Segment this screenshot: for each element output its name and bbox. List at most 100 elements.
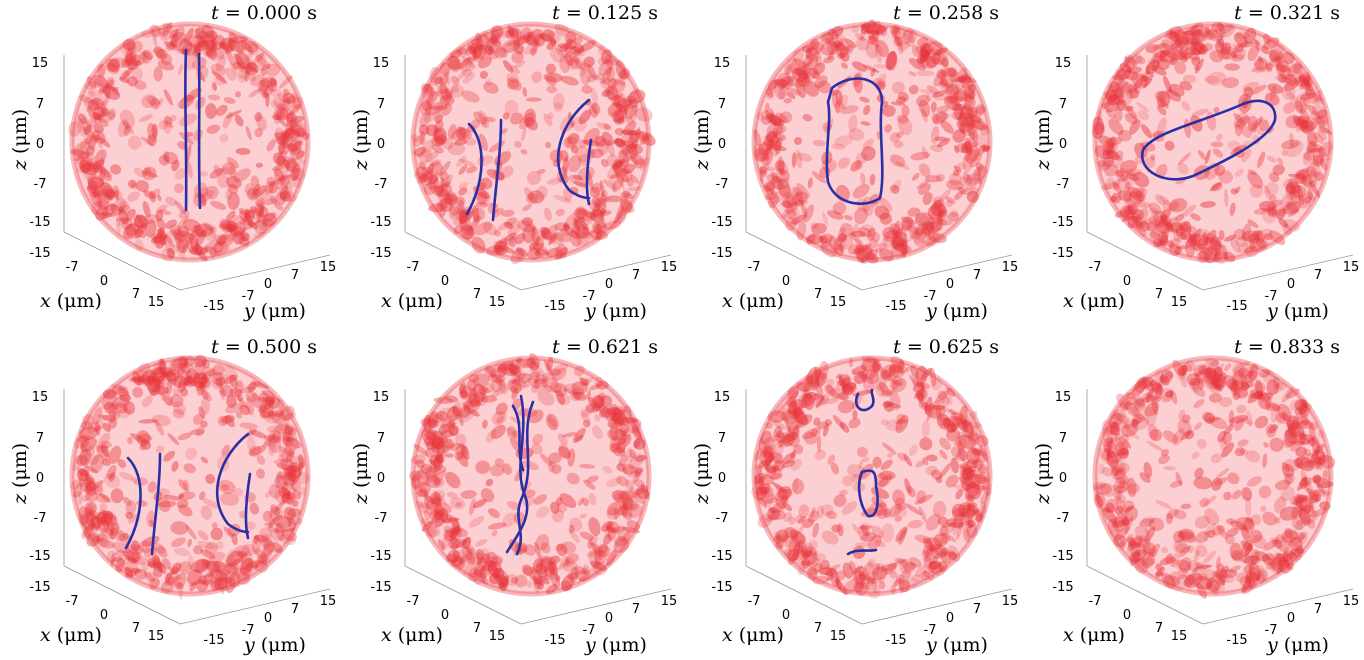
sphere-blotch — [878, 581, 886, 590]
sphere-blotch — [1183, 572, 1203, 589]
sphere-blotch — [1127, 535, 1143, 552]
sphere-blotch — [562, 561, 578, 572]
sphere-blotch — [132, 376, 141, 385]
sphere-blotch — [821, 158, 837, 173]
sphere-blotch — [86, 185, 104, 197]
sphere-blotch — [1114, 485, 1128, 494]
sphere-blotch — [164, 233, 175, 248]
sphere-blotch — [920, 570, 931, 580]
sphere-blotch — [163, 450, 176, 462]
sphere-blotch — [208, 40, 218, 56]
sphere-blotch — [1146, 386, 1155, 404]
sphere-blotch — [87, 191, 103, 198]
sphere-blotch — [921, 48, 935, 57]
condensate-sphere — [751, 19, 993, 265]
sphere-blotch — [831, 524, 841, 533]
sphere-blotch — [946, 82, 960, 97]
z-tick-label: -15 — [1052, 549, 1073, 564]
sphere-blotch — [194, 243, 203, 255]
sphere-blotch — [826, 510, 837, 520]
sphere-blotch — [916, 392, 924, 402]
y-tick-label: 0 — [605, 611, 613, 626]
sphere-blotch — [1286, 415, 1300, 431]
sphere-blotch — [1106, 445, 1112, 463]
sphere-blotch — [549, 235, 557, 243]
sphere-blotch — [614, 535, 628, 547]
sphere-blotch — [162, 151, 179, 165]
sphere-blotch — [1160, 208, 1172, 220]
sphere-blotch — [103, 90, 111, 108]
sphere-blotch — [256, 211, 267, 231]
sphere-blotch — [220, 219, 238, 233]
sphere-blotch — [965, 104, 974, 119]
sphere-blotch — [145, 372, 160, 392]
sphere-blotch — [765, 166, 776, 171]
sphere-blotch — [285, 158, 297, 172]
sphere-blotch — [862, 138, 874, 150]
sphere-blotch — [98, 88, 105, 95]
sphere-blotch — [775, 529, 789, 543]
sphere-blotch — [546, 85, 558, 94]
sphere-blotch — [831, 90, 838, 108]
sphere-blotch — [163, 41, 181, 51]
time-variable: t — [552, 2, 560, 24]
sphere-blotch — [611, 95, 621, 107]
sphere-blotch — [1185, 360, 1196, 372]
sphere-blotch — [768, 78, 779, 96]
sphere-blotch — [588, 551, 599, 569]
sphere-blotch — [174, 229, 185, 239]
sphere-blotch — [434, 454, 445, 464]
sphere-blotch — [1127, 84, 1138, 94]
sphere-blotch — [515, 358, 527, 369]
sphere-blotch — [1228, 378, 1237, 390]
sphere-blotch — [942, 396, 950, 407]
sphere-blotch — [796, 152, 812, 162]
sphere-blotch — [963, 91, 975, 110]
sphere-blotch — [852, 565, 863, 574]
x-axis-label: x (μm) — [40, 624, 102, 646]
sphere-blotch — [490, 557, 503, 565]
sphere-blotch — [581, 567, 590, 577]
sphere-blotch — [961, 146, 972, 154]
sphere-blotch — [173, 230, 191, 244]
sphere-blotch — [527, 248, 541, 260]
sphere-blotch — [801, 518, 815, 529]
sphere-blotch — [768, 125, 787, 138]
sphere-blotch — [1223, 491, 1232, 501]
sphere-blotch — [881, 523, 894, 543]
sphere-blotch — [228, 572, 241, 588]
sphere-blotch — [156, 228, 165, 239]
sphere-blotch — [961, 477, 975, 491]
sphere-blotch — [1293, 414, 1299, 422]
sphere-blotch — [1245, 516, 1254, 523]
sphere-blotch — [1258, 119, 1270, 131]
sphere-blotch — [908, 231, 921, 244]
sphere-blotch — [621, 511, 633, 518]
sphere-blotch — [860, 23, 868, 41]
sphere-blotch — [259, 78, 270, 93]
sphere-blotch — [812, 139, 826, 147]
sphere-blotch — [915, 230, 927, 245]
sphere-blotch — [594, 395, 605, 409]
sphere-blotch — [473, 391, 488, 406]
sphere-blotch — [201, 560, 211, 571]
sphere-blotch — [1289, 548, 1303, 562]
sphere-blotch — [260, 551, 268, 565]
vortex-line — [556, 98, 591, 200]
sphere-blotch — [1299, 104, 1309, 115]
sphere-blotch — [865, 19, 876, 35]
sphere-blotch — [812, 575, 830, 585]
sphere-blotch — [83, 476, 94, 486]
sphere-blotch — [777, 156, 785, 174]
sphere-blotch — [980, 501, 987, 515]
sphere-blotch — [450, 84, 464, 98]
sphere-blotch — [1289, 96, 1299, 105]
sphere-blotch — [949, 74, 958, 83]
sphere-blotch — [183, 40, 201, 50]
sphere-blotch — [800, 391, 817, 408]
sphere-blotch — [447, 142, 466, 156]
sphere-blotch — [432, 438, 445, 450]
sphere-blotch — [1155, 239, 1165, 247]
sphere-blotch — [765, 113, 782, 127]
sphere-blotch — [785, 209, 797, 220]
